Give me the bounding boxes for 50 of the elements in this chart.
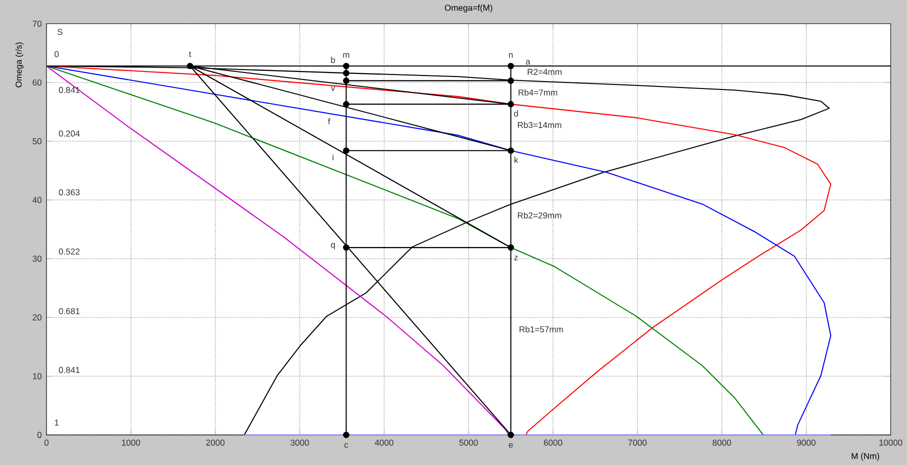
data-label: v xyxy=(330,86,336,91)
annotation: 0.841 xyxy=(58,86,80,93)
x-tick-label: 10000 xyxy=(879,440,902,446)
y-axis-title: Omega (r/s) xyxy=(15,42,24,88)
data-label: i xyxy=(332,154,334,160)
annotation: S xyxy=(58,28,62,35)
x-tick-label: 7000 xyxy=(628,440,647,446)
y-tick-label: 60 xyxy=(32,79,42,86)
y-tick-label: 70 xyxy=(32,20,42,27)
x-tick-label: 6000 xyxy=(544,440,562,446)
annotation: 0.841 xyxy=(58,366,80,373)
y-tick-label: 20 xyxy=(32,314,42,320)
data-label: t xyxy=(188,51,192,57)
x-tick-label: 5000 xyxy=(459,440,478,446)
data-label: f xyxy=(328,118,330,124)
chart-title: Omega=f(M) xyxy=(444,4,492,12)
x-tick-label: 0 xyxy=(44,440,49,446)
y-tick-label: 40 xyxy=(32,196,42,203)
annotation: 0 xyxy=(54,51,59,58)
x-tick-label: 1000 xyxy=(122,440,140,446)
data-label: m xyxy=(343,53,350,58)
data-label: e xyxy=(508,443,513,448)
x-tick-label: 8000 xyxy=(712,440,732,446)
data-label: z xyxy=(514,256,518,260)
data-label: c xyxy=(344,443,348,448)
y-tick-label: 0 xyxy=(37,432,42,438)
x-tick-label: 9000 xyxy=(797,440,816,446)
data-label: k xyxy=(514,156,518,163)
annotation: Rb2=29mm xyxy=(518,212,562,218)
y-tick-label: 30 xyxy=(32,256,42,262)
x-axis-title: M (Nm) xyxy=(852,452,880,461)
x-tick-label: 4000 xyxy=(374,440,394,446)
data-label: b xyxy=(331,56,336,63)
data-label: a xyxy=(526,60,530,65)
annotation: 0.204 xyxy=(58,130,80,136)
annotation: Rb1=57mm xyxy=(520,326,563,332)
annotation: Rb3=14mm xyxy=(518,122,562,128)
data-label: q xyxy=(330,242,335,250)
annotation: 1 xyxy=(54,420,59,426)
x-tick-label: 3000 xyxy=(290,440,309,446)
y-tick-label: 10 xyxy=(32,373,42,380)
x-tick-label: 2000 xyxy=(206,440,225,446)
annotation: 0.681 xyxy=(58,308,80,314)
data-label: n xyxy=(508,53,513,58)
annotation: 0.363 xyxy=(58,189,80,196)
y-tick-label: 50 xyxy=(32,138,42,144)
annotation: R2=4mm xyxy=(528,68,562,75)
data-label: d xyxy=(514,110,518,117)
annotation: Rb4=7mm xyxy=(518,89,558,96)
annotation: 0.522 xyxy=(58,248,80,254)
